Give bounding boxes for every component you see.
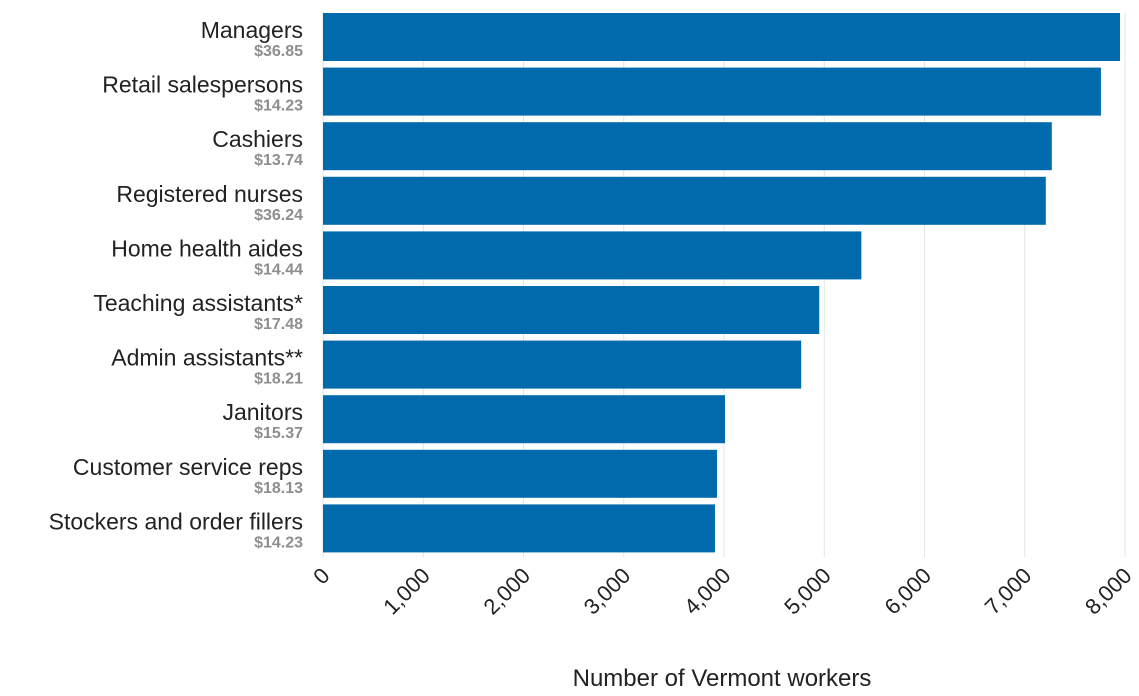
wage-label: $14.23 [254, 534, 303, 551]
bar [323, 67, 1101, 116]
category-label: Registered nurses [116, 181, 303, 207]
bar [323, 449, 717, 498]
category-label: Stockers and order fillers [49, 508, 303, 534]
wage-label: $14.44 [254, 261, 303, 278]
wage-label: $36.85 [254, 43, 303, 60]
x-tick-label: 5,000 [779, 563, 836, 620]
x-tick-label: 0 [308, 563, 334, 589]
category-label: Cashiers [212, 126, 303, 152]
wage-label: $13.74 [254, 152, 303, 169]
category-label: Admin assistants** [111, 345, 303, 371]
x-tick-label: 3,000 [579, 563, 636, 620]
category-label: Home health aides [111, 235, 303, 261]
category-label: Managers [201, 17, 303, 43]
x-tick-label: 7,000 [980, 563, 1037, 620]
x-axis-title: Number of Vermont workers [573, 665, 872, 692]
wage-label: $15.37 [254, 425, 303, 442]
bar [323, 122, 1052, 171]
category-label: Retail salespersons [102, 72, 303, 98]
category-label: Teaching assistants* [93, 290, 303, 316]
category-label: Janitors [222, 399, 303, 425]
x-tick-label: 6,000 [879, 563, 936, 620]
wage-label: $17.48 [254, 316, 303, 333]
bars [323, 13, 1120, 553]
x-tick-label: 4,000 [679, 563, 736, 620]
wage-label: $18.13 [254, 480, 303, 497]
category-label: Customer service reps [73, 454, 303, 480]
x-tick-label: 2,000 [478, 563, 535, 620]
x-tick-labels: 0 1,000 2,000 3,000 4,000 5,000 6,000 7,000 8,00… [308, 563, 1136, 620]
bar [323, 340, 802, 389]
bar [323, 176, 1046, 225]
bar [323, 13, 1120, 61]
wage-label: $18.21 [254, 371, 303, 388]
x-tick-label: 1,000 [378, 563, 435, 620]
x-tick-label: 8,000 [1080, 563, 1137, 620]
wage-label: $36.24 [254, 207, 303, 224]
wage-label: $14.23 [254, 98, 303, 115]
bar [323, 504, 715, 553]
bar [323, 395, 726, 444]
bar [323, 286, 820, 334]
bar [323, 231, 862, 280]
